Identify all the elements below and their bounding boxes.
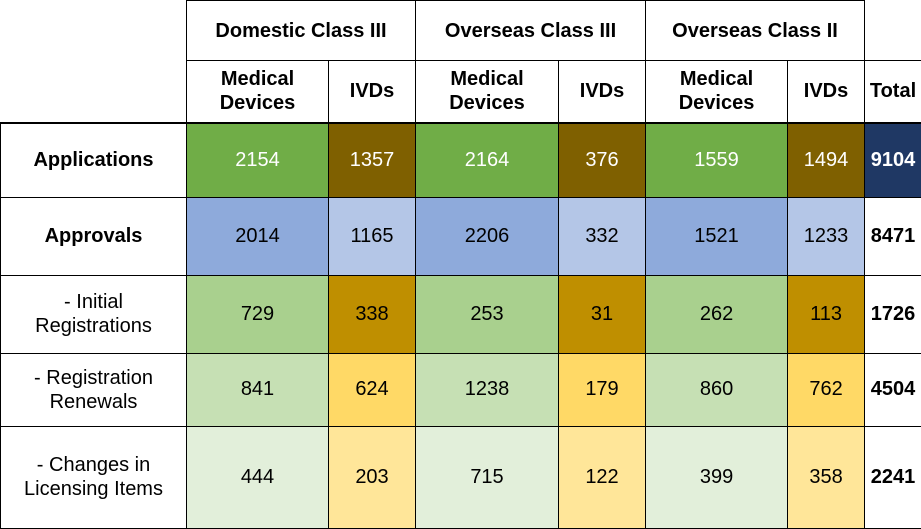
- cell-value: 179: [557, 352, 647, 427]
- cell-value: 1494: [787, 121, 866, 199]
- header-row-subcategories: Medical Devices IVDs Medical Devices IVD…: [1, 60, 921, 124]
- row-label-line: - Registration: [34, 366, 153, 389]
- row-label-line: Registrations: [35, 315, 152, 338]
- cell-value: 358: [787, 425, 866, 529]
- cell-total: 8471: [864, 197, 921, 276]
- cell-total: 1726: [864, 274, 921, 354]
- row-applications: Applications 2154 1357 2164 376 1559 149…: [0, 121, 921, 199]
- row-changes-in-licensing-items: - Changes in Licensing Items 444 203 715…: [0, 425, 921, 529]
- cell-value: 203: [328, 425, 416, 529]
- row-approvals: Approvals 2014 1165 2206 332 1521 1233 8…: [0, 197, 921, 276]
- cell-value: 762: [787, 352, 866, 427]
- cell-value: 332: [557, 197, 647, 276]
- cell-total: 4504: [864, 352, 921, 427]
- cell-value: 1233: [787, 197, 866, 276]
- cell-value: 2154: [186, 121, 329, 199]
- cell-value: 2206: [415, 197, 559, 276]
- cell-value: 338: [328, 274, 416, 354]
- subheader-medical-devices: Medical Devices: [186, 60, 329, 124]
- cell-value: 1559: [645, 121, 789, 199]
- total-header-blank: [864, 0, 921, 61]
- cell-value: 2164: [415, 121, 559, 199]
- subheader-ivds: IVDs: [328, 60, 416, 124]
- cell-value: 1165: [328, 197, 416, 276]
- subheader-medical-devices: Medical Devices: [415, 60, 559, 124]
- subheader-medical-devices: Medical Devices: [645, 60, 789, 124]
- subheader-total: Total: [864, 60, 921, 124]
- cell-value: 1357: [328, 121, 416, 199]
- cell-value: 729: [186, 274, 329, 354]
- row-label-line: Renewals: [49, 390, 138, 413]
- cell-value: 376: [557, 121, 647, 199]
- cell-value: 399: [645, 425, 789, 529]
- subheader-ivds: IVDs: [557, 60, 647, 124]
- cell-value: 31: [557, 274, 647, 354]
- row-label-initial-registrations: - Initial Registrations: [0, 274, 187, 354]
- subheader-ivds: IVDs: [787, 60, 866, 124]
- corner-blank-cell: [0, 0, 187, 123]
- header-row-groups: Domestic Class III Overseas Class III Ov…: [0, 0, 921, 123]
- row-label-line: Licensing Items: [24, 478, 163, 501]
- cell-value: 624: [328, 352, 416, 427]
- cell-value: 841: [186, 352, 329, 427]
- cell-total: 2241: [864, 425, 921, 529]
- group-header-domestic-class-iii: Domestic Class III: [186, 0, 416, 62]
- cell-value: 1238: [415, 352, 559, 427]
- row-label-approvals: Approvals: [0, 197, 187, 276]
- cell-value: 444: [186, 425, 329, 529]
- cell-value: 253: [415, 274, 559, 354]
- row-label-registration-renewals: - Registration Renewals: [0, 352, 187, 427]
- cell-value: 860: [645, 352, 789, 427]
- group-header-overseas-class-ii: Overseas Class II: [645, 0, 866, 62]
- row-initial-registrations: - Initial Registrations 729 338 253 31 2…: [0, 274, 921, 354]
- group-header-overseas-class-iii: Overseas Class III: [414, 0, 647, 62]
- row-label-line: - Initial: [64, 291, 123, 314]
- cell-total: 9104: [864, 121, 921, 199]
- cell-value: 715: [415, 425, 559, 529]
- row-label-applications: Applications: [0, 121, 187, 199]
- row-registration-renewals: - Registration Renewals 841 624 1238 179…: [0, 352, 921, 427]
- cell-value: 1521: [645, 197, 789, 276]
- cell-value: 113: [787, 274, 866, 354]
- row-label-line: - Changes in: [36, 454, 151, 477]
- cell-value: 122: [557, 425, 647, 529]
- cell-value: 262: [645, 274, 789, 354]
- row-label-changes-in-licensing-items: - Changes in Licensing Items: [0, 425, 187, 529]
- cell-value: 2014: [186, 197, 329, 276]
